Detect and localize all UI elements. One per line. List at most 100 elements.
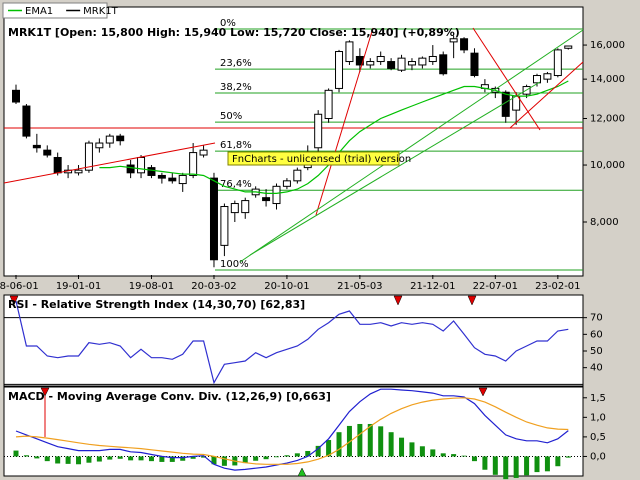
histogram-bar (263, 456, 269, 460)
histogram-bar (274, 456, 279, 458)
fib-label: 76,4% (220, 179, 252, 190)
histogram-bar (34, 456, 40, 459)
histogram-bar (96, 456, 102, 462)
histogram-bar (555, 456, 561, 467)
candle-body (460, 38, 469, 51)
trend-line (3, 142, 216, 184)
candle-body (116, 135, 125, 142)
candle-body (137, 156, 146, 174)
histogram-bar (55, 456, 61, 464)
candle-body (428, 55, 437, 63)
histogram-bar (503, 456, 509, 480)
candle-body (199, 149, 208, 156)
y-tick-label: 1,5 (590, 393, 606, 404)
histogram-bar (544, 456, 550, 472)
signal-marker (297, 467, 307, 477)
candle-body (293, 169, 302, 182)
x-tick-label: 20-10-01 (264, 281, 309, 292)
histogram-bar (211, 456, 217, 465)
y-tick-label: 50 (590, 346, 603, 357)
x-tick-label: 20-03-02 (191, 281, 236, 292)
histogram-bar (305, 450, 311, 457)
candle-body (439, 54, 448, 75)
watermark: FnCharts - unlicensed (trial) version (232, 154, 411, 165)
chart-title: MRK1T [Open: 15,800 High: 15,940 Low: 15… (8, 26, 460, 39)
histogram-bar (294, 453, 300, 457)
y-tick-label: 1,0 (590, 412, 606, 423)
histogram-bar (44, 456, 50, 462)
histogram-bar (492, 456, 498, 475)
histogram-bar (346, 425, 352, 457)
y-tick-label: 60 (590, 329, 603, 340)
candle-body (95, 142, 104, 149)
histogram-bar (221, 456, 227, 466)
histogram-bar (419, 446, 425, 457)
series-line (15, 300, 569, 385)
candle-body (376, 55, 385, 63)
y-tick-label: 10,000 (590, 160, 625, 171)
histogram-bar (138, 456, 144, 461)
histogram-bar (76, 456, 82, 465)
histogram-bar (378, 426, 384, 457)
candle-body (43, 149, 52, 156)
fib-label: 38,2% (220, 82, 252, 93)
candle-body (272, 185, 281, 205)
trend-line (472, 27, 541, 131)
x-tick-label: 22-07-01 (473, 281, 518, 292)
candle-body (32, 144, 41, 149)
fib-label: 0% (220, 18, 236, 29)
candle-body (22, 105, 31, 137)
watermark-box (227, 151, 400, 166)
histogram-bar (534, 456, 540, 473)
candle-body (564, 45, 573, 49)
rsi-panel (3, 294, 584, 387)
y-tick-label: 14,000 (590, 74, 625, 85)
candle-body (553, 49, 562, 77)
y-tick-label: 70 (590, 313, 603, 324)
candle-body (314, 113, 323, 149)
x-tick-label: 19-08-01 (129, 281, 174, 292)
histogram-bar (440, 453, 446, 457)
fib-label: 50% (220, 111, 242, 122)
candle-body (543, 73, 552, 80)
legend-label: EMA1 (25, 6, 53, 17)
histogram-bar (565, 456, 571, 458)
candle-body (105, 135, 114, 144)
candle-body (470, 52, 479, 77)
histogram-bar (242, 456, 248, 464)
histogram-bar (201, 456, 207, 458)
histogram-bar (336, 432, 342, 457)
histogram-bar (315, 445, 321, 457)
x-tick-label: 21-12-01 (410, 281, 455, 292)
y-tick-label: 12,000 (590, 113, 625, 124)
x-tick-label: 23-02-01 (535, 281, 580, 292)
signal-marker (393, 295, 403, 306)
candle-body (397, 57, 406, 71)
histogram-bar (409, 442, 415, 457)
histogram-bar (65, 456, 71, 464)
legend-label: MRK1T (83, 6, 118, 17)
histogram-bar (430, 449, 436, 457)
candle-body (282, 180, 291, 187)
histogram-bar (117, 456, 123, 459)
histogram-bar (513, 456, 519, 478)
x-tick-label: 19-01-01 (56, 281, 101, 292)
signal-marker (467, 295, 477, 306)
histogram-bar (461, 455, 467, 457)
histogram-bar (399, 437, 405, 457)
candle-body (147, 167, 156, 176)
candle-body (209, 177, 218, 261)
candle-body (53, 156, 62, 174)
candle-body (533, 75, 541, 84)
candle-body (241, 200, 250, 214)
candle-body (345, 41, 354, 63)
fib-label: 23,6% (220, 58, 252, 69)
x-tick-label: 21-05-03 (337, 281, 382, 292)
x-tick-label: 18-06-01 (0, 281, 39, 292)
histogram-bar (107, 456, 113, 460)
y-tick-label: 40 (590, 363, 603, 374)
candle-body (168, 177, 177, 182)
histogram-bar (367, 423, 373, 457)
fib-label: 100% (220, 259, 249, 270)
